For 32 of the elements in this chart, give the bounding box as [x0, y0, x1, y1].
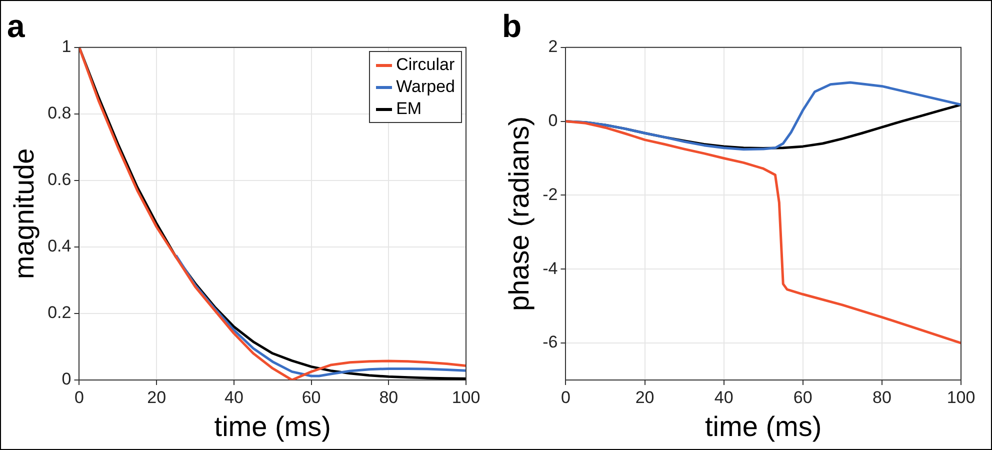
x-axis-title: time (ms)	[705, 410, 822, 442]
y-tick-label: 2	[548, 37, 558, 56]
x-tick-label: 20	[635, 388, 654, 407]
legend-label: Warped	[396, 76, 455, 98]
y-tick-label: 0.2	[48, 303, 72, 322]
x-tick-label: 40	[224, 388, 244, 407]
y-axis-title: magnitude	[8, 148, 40, 280]
x-tick-label: 60	[302, 388, 321, 407]
x-tick-label: 80	[872, 388, 892, 407]
x-tick-label: 0	[560, 388, 570, 407]
y-tick-label: 0	[548, 111, 558, 130]
y-tick-label: -2	[542, 184, 558, 204]
y-tick-label: -4	[542, 258, 558, 278]
x-tick-label: 40	[714, 388, 734, 407]
y-tick-label: 0.4	[48, 236, 72, 256]
legend-label: Circular	[396, 54, 455, 76]
y-tick-label: 0.6	[48, 170, 72, 190]
x-tick-label: 100	[946, 388, 976, 407]
x-tick-label: 20	[147, 388, 166, 407]
x-tick-label: 0	[74, 388, 84, 407]
x-tick-label: 80	[379, 388, 398, 407]
y-tick-label: 0	[62, 370, 72, 389]
chart-title: b	[502, 8, 522, 44]
x-tick-label: 100	[452, 388, 480, 407]
legend-label: EM	[396, 98, 422, 120]
chart-title: a	[7, 8, 25, 44]
x-tick-label: 60	[793, 388, 812, 407]
y-tick-label: -6	[542, 332, 558, 352]
y-axis-title: phase (radians)	[504, 116, 535, 311]
y-tick-label: 1	[62, 37, 72, 56]
x-axis-title: time (ms)	[214, 410, 331, 442]
y-tick-label: 0.8	[48, 104, 72, 123]
